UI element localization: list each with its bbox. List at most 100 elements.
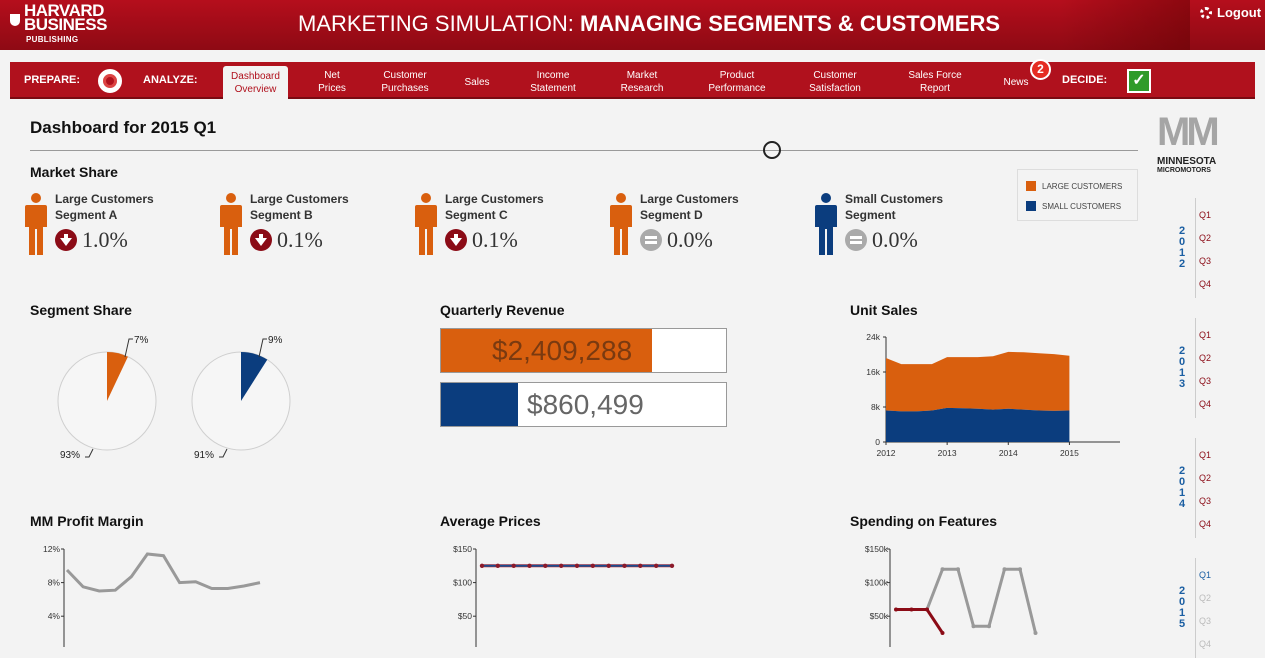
year-digit: 1	[1178, 367, 1186, 379]
tab-label-line-1: Sales	[464, 76, 490, 88]
tab-customer-purchases[interactable]: Customer Purchases	[370, 67, 440, 97]
tab-label-line-2: Statement	[530, 83, 576, 94]
legend-label-large: LARGE CUSTOMERS	[1042, 181, 1123, 191]
tab-label-line-2: Prices	[318, 83, 346, 94]
timeline-quarter[interactable]: Q4	[1199, 519, 1212, 529]
feature-spending-point	[940, 631, 945, 635]
tab-label-line-1: Sales Force	[908, 70, 962, 81]
timeline-quarter[interactable]: Q4	[1199, 399, 1212, 409]
quarterly-revenue-title: Quarterly Revenue	[440, 302, 565, 318]
segment-share-value: 0.0%	[667, 227, 713, 252]
busy-cursor-icon	[763, 141, 781, 159]
year-digit: 2	[1178, 258, 1186, 270]
equal-icon	[845, 229, 867, 251]
revenue-fill-large	[441, 329, 652, 372]
segment-change: 0.0%	[845, 227, 918, 253]
average-price-point	[638, 563, 643, 568]
tab-income-statement[interactable]: Income Statement	[518, 67, 588, 97]
timeline-quarter[interactable]: Q3	[1199, 616, 1212, 626]
timeline-quarter[interactable]: Q2	[1199, 473, 1212, 483]
timeline-quarter[interactable]: Q4	[1199, 279, 1212, 289]
timeline-quarter[interactable]: Q1	[1199, 570, 1212, 580]
segment-change: 0.0%	[640, 227, 713, 253]
tab-news[interactable]: News	[995, 67, 1037, 97]
pie-slice-share	[241, 351, 268, 401]
timeline-quarter[interactable]: Q1	[1199, 450, 1212, 460]
header-decoration	[1060, 0, 1190, 50]
prepare-label: PREPARE:	[24, 74, 81, 86]
segment-label: Large Customers Segment A	[55, 191, 154, 223]
pie-rest-label: 93%	[60, 450, 80, 461]
revenue-value-large: $2,409,288	[492, 335, 633, 366]
y-tick-label: 4%	[48, 611, 61, 621]
average-price-point	[606, 563, 611, 568]
y-tick-label: 8k	[871, 402, 881, 412]
revenue-value-small: $860,499	[527, 389, 644, 420]
timeline-quarter[interactable]: Q2	[1199, 593, 1212, 603]
revenue-fill-small	[441, 383, 518, 426]
timeline-quarter[interactable]: Q1	[1199, 210, 1212, 220]
unit-sales-chart: 0 8k 16k 24k 2012 2013 2014 2015	[866, 332, 1120, 458]
timeline-quarter[interactable]: Q3	[1199, 376, 1212, 386]
timeline-divider	[1195, 198, 1196, 298]
profit-margin-title: MM Profit Margin	[30, 513, 144, 529]
pie-leader-line	[85, 448, 94, 458]
timeline-quarter[interactable]: Q3	[1199, 496, 1212, 506]
timeline-quarter[interactable]: Q3	[1199, 256, 1212, 266]
y-tick-label: $50	[458, 611, 472, 621]
average-price-point	[590, 563, 595, 568]
tab-sales[interactable]: Sales	[454, 67, 500, 97]
y-tick-label: 24k	[866, 332, 880, 342]
segment-label-line-1: Large Customers	[250, 192, 349, 206]
tab-label-line-2: Purchases	[381, 83, 429, 94]
lifering-icon[interactable]	[98, 69, 122, 93]
spending-features-chart: $50k $100k $150k	[865, 544, 1038, 647]
decide-check-icon[interactable]: ✓	[1127, 69, 1151, 93]
segment-label-line-1: Large Customers	[640, 192, 739, 206]
segment-label-line-2: Segment C	[445, 208, 508, 222]
segment-label-line-2: Segment B	[250, 208, 313, 222]
legend-swatch-large	[1026, 181, 1036, 191]
timeline-year-2015: 2 0 1 5 Q1 Q2 Q3 Q4	[1175, 558, 1215, 658]
year-digit: 4	[1178, 498, 1186, 510]
average-price-point	[622, 563, 627, 568]
tab-label-line-1: Market	[626, 70, 658, 81]
logo-line-2: MICROMOTORS	[1157, 167, 1211, 174]
year-digit: 0	[1178, 236, 1186, 248]
tab-label-line-2: Overview	[234, 83, 277, 95]
pie-leader-line	[124, 338, 133, 358]
timeline-quarter[interactable]: Q2	[1199, 233, 1212, 243]
tab-dashboard-overview[interactable]: Dashboard Overview	[223, 66, 288, 99]
feature-spending-point	[956, 567, 960, 572]
year-digit: 3	[1178, 378, 1186, 390]
timeline-year-2013: 2 0 1 3 Q1 Q2 Q3 Q4	[1175, 318, 1215, 418]
tab-market-research[interactable]: Market Research	[608, 67, 676, 97]
tab-product-performance[interactable]: Product Performance	[700, 67, 774, 97]
tab-customer-satisfaction[interactable]: Customer Satisfaction	[798, 67, 872, 97]
y-tick-label: 12%	[43, 544, 60, 554]
tab-net-prices[interactable]: Net Prices	[306, 67, 358, 97]
logo-mark: MM	[1157, 110, 1220, 154]
feature-spending-point	[1018, 567, 1022, 572]
logout-button[interactable]: Logout	[1200, 5, 1261, 20]
segment-label: Large Customers Segment B	[250, 191, 349, 223]
average-price-point	[543, 563, 548, 568]
year-digit: 1	[1178, 487, 1186, 499]
timeline-quarter[interactable]: Q1	[1199, 330, 1212, 340]
x-tick-label: 2013	[938, 448, 957, 458]
segment-label: Large Customers Segment D	[640, 191, 739, 223]
x-tick-label: 2015	[1060, 448, 1079, 458]
timeline-quarter[interactable]: Q4	[1199, 639, 1212, 649]
tab-sales-force-report[interactable]: Sales Force Report	[898, 67, 972, 97]
segment-share-pies: 7% 93% 9% 91%	[57, 335, 291, 461]
feature-spending-point	[894, 607, 898, 612]
news-count-badge: 2	[1030, 59, 1051, 80]
decide-label: DECIDE:	[1062, 74, 1108, 86]
logo-line-3: PUBLISHING	[26, 35, 79, 44]
timeline-quarter[interactable]: Q2	[1199, 353, 1212, 363]
timeline-year-2014: 2 0 1 4 Q1 Q2 Q3 Q4	[1175, 438, 1215, 538]
x-tick-label: 2014	[999, 448, 1018, 458]
average-price-point	[527, 563, 532, 568]
legend-item-small: SMALL CUSTOMERS	[1026, 201, 1121, 211]
average-price-point	[669, 563, 675, 568]
